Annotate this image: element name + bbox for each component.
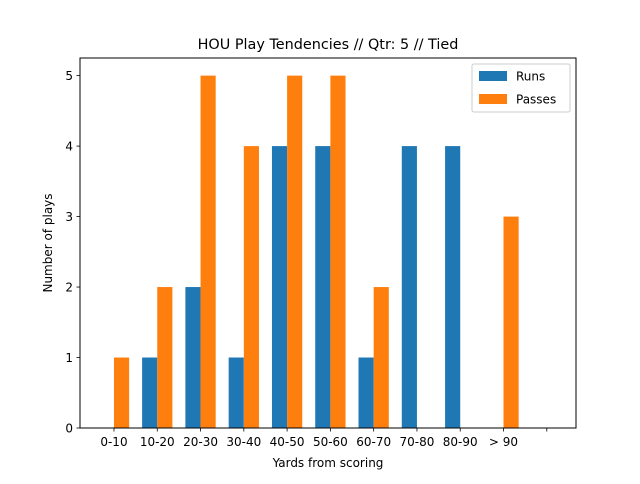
- bar-runs-7: [401, 146, 417, 428]
- bar-runs-6: [358, 357, 374, 428]
- y-axis-label: Number of plays: [41, 193, 55, 292]
- x-tick-label: 30-40: [226, 435, 261, 449]
- bar-runs-4: [271, 146, 288, 428]
- y-tick-label: 0: [65, 421, 73, 435]
- x-axis-label: Yards from scoring: [272, 456, 384, 470]
- bar-passes-1: [157, 287, 173, 428]
- bar-runs-2: [185, 287, 201, 428]
- legend-swatch-runs: [479, 71, 507, 81]
- y-axis-ticks: 0 1 2 3 4 5: [65, 69, 80, 435]
- bar-passes-6: [373, 287, 389, 428]
- y-tick-label: 5: [65, 69, 73, 83]
- y-tick-label: 3: [65, 210, 73, 224]
- x-tick-label: 20-30: [183, 435, 218, 449]
- x-tick-label: 70-80: [400, 435, 435, 449]
- bar-passes-5: [330, 75, 346, 429]
- bar-runs-5: [315, 146, 331, 428]
- bar-passes-3: [243, 146, 259, 428]
- x-tick-label: 60-70: [356, 435, 391, 449]
- bar-runs-3: [228, 357, 244, 428]
- bar-passes-0: [113, 357, 130, 428]
- bar-runs-8: [445, 146, 461, 428]
- legend-swatch-passes: [479, 94, 507, 104]
- y-tick-label: 4: [65, 139, 73, 153]
- x-tick-label: 80-90: [443, 435, 478, 449]
- bar-passes-9: [503, 216, 519, 428]
- y-tick-label: 1: [65, 351, 73, 365]
- legend: Runs Passes: [471, 63, 571, 113]
- x-tick-label: > 90: [489, 435, 518, 449]
- bars-group: [113, 75, 519, 429]
- bar-passes-2: [200, 75, 216, 429]
- y-tick-label: 2: [65, 280, 73, 294]
- x-tick-label: 10-20: [140, 435, 175, 449]
- bar-passes-4: [287, 75, 303, 429]
- x-tick-label: 40-50: [270, 435, 305, 449]
- chart-title: HOU Play Tendencies // Qtr: 5 // Tied: [198, 37, 459, 53]
- x-tick-label: 50-60: [313, 435, 348, 449]
- x-tick-label: 0-10: [100, 435, 127, 449]
- x-axis-ticks: 0-10 10-20 20-30 30-40 40-50 50-60 60-70 70-80 8…: [100, 428, 548, 449]
- legend-label-passes: Passes: [516, 93, 556, 107]
- legend-label-runs: Runs: [516, 70, 545, 84]
- plot-frame: [79, 57, 577, 429]
- bar-runs-1: [142, 357, 158, 428]
